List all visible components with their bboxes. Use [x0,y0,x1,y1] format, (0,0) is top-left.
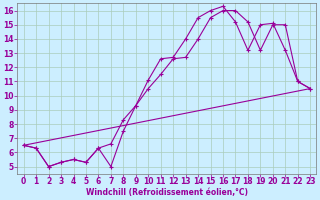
X-axis label: Windchill (Refroidissement éolien,°C): Windchill (Refroidissement éolien,°C) [86,188,248,197]
